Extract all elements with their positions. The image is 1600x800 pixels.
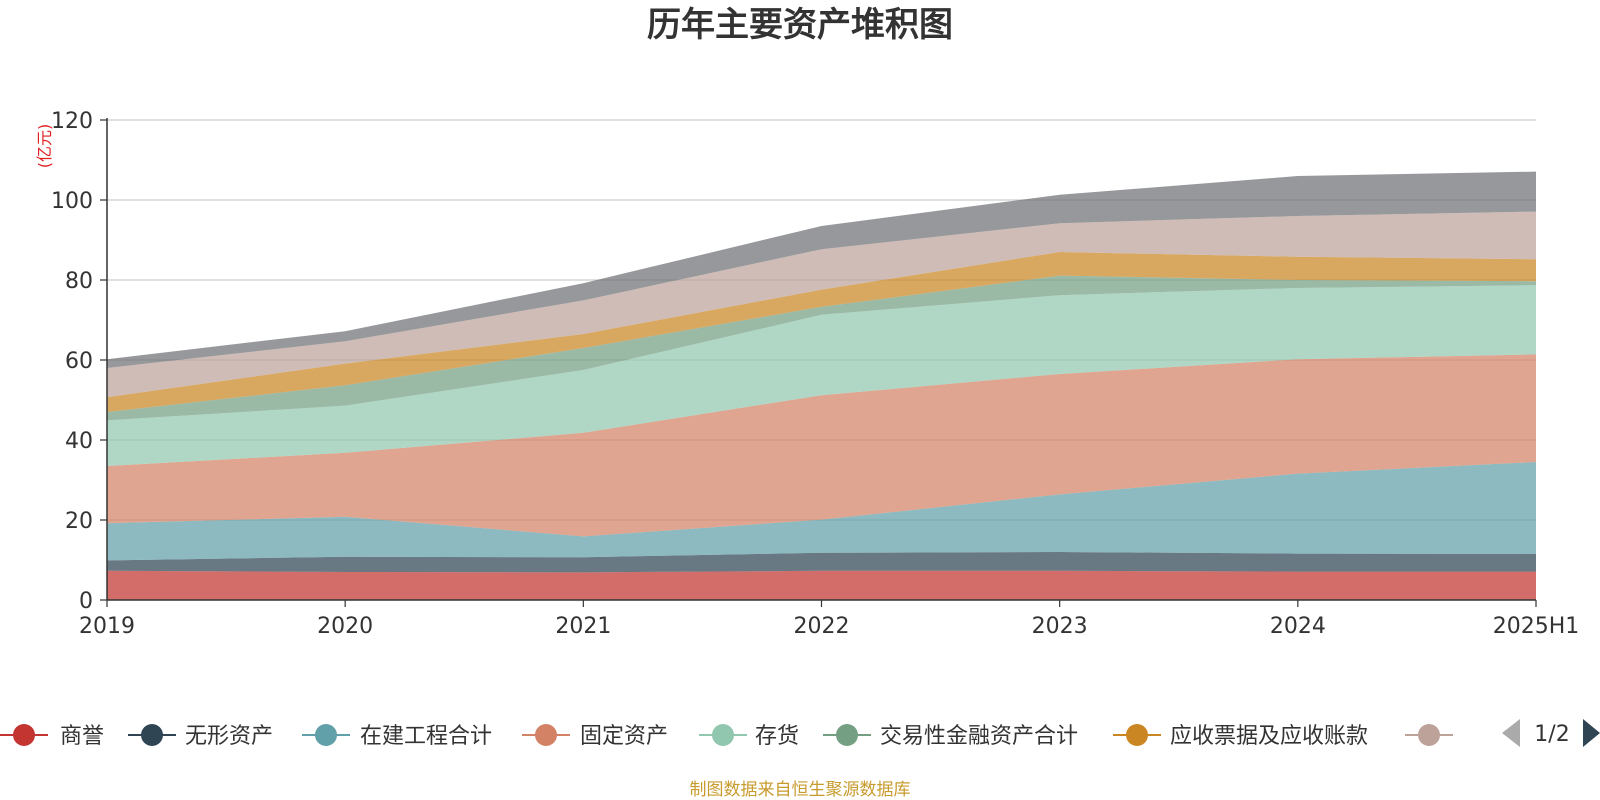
x-tick-label: 2020 — [317, 614, 373, 639]
y-tick-label: 0 — [79, 589, 93, 614]
x-tick-label: 2025H1 — [1493, 614, 1580, 639]
legend-item[interactable]: 在建工程合计 — [302, 724, 492, 749]
y-tick-label: 120 — [51, 109, 93, 134]
legend-marker — [1418, 724, 1440, 746]
legend-marker — [836, 724, 858, 746]
legend-label: 在建工程合计 — [360, 724, 492, 749]
x-tick-label: 2023 — [1032, 614, 1088, 639]
y-tick-label: 20 — [65, 509, 93, 534]
triangle-left-icon[interactable] — [1502, 719, 1520, 747]
legend-marker — [712, 724, 734, 746]
legend-label: 无形资产 — [185, 724, 273, 749]
y-tick-label: 40 — [65, 429, 93, 454]
area-series-4[interactable] — [107, 354, 1536, 537]
area-series-8[interactable] — [107, 211, 1536, 398]
area-series-2[interactable] — [107, 552, 1536, 573]
legend-item[interactable]: 固定资产 — [522, 724, 668, 749]
area-series-group — [107, 171, 1536, 600]
triangle-right-icon[interactable] — [1583, 719, 1600, 747]
y-unit-label: (亿元) — [35, 124, 54, 169]
legend-label: 交易性金融资产合计 — [880, 724, 1078, 749]
y-tick-label: 100 — [51, 189, 93, 214]
chart-title: 历年主要资产堆积图 — [647, 5, 953, 45]
y-tick-labels: 0 20 40 60 80 100 120 — [51, 109, 93, 614]
x-tick-labels: 2019 2020 2021 2022 2023 2024 2025H1 — [79, 600, 1579, 639]
legend-item[interactable] — [1405, 724, 1453, 746]
legend-marker — [535, 724, 557, 746]
x-tick-label: 2021 — [555, 614, 611, 639]
legend-label: 存货 — [755, 724, 799, 749]
legend-item[interactable]: 交易性金融资产合计 — [823, 724, 1078, 749]
legend-marker — [141, 724, 163, 746]
legend-pager: 1/2 — [1502, 719, 1600, 747]
area-series-1[interactable] — [107, 570, 1536, 600]
legend-item[interactable]: 存货 — [699, 724, 799, 749]
source-note: 制图数据来自恒生聚源数据库 — [690, 780, 911, 800]
legend-label: 商誉 — [60, 724, 104, 749]
area-series-5[interactable] — [107, 285, 1536, 466]
legend-item[interactable]: 无形资产 — [128, 724, 273, 749]
area-series-3[interactable] — [107, 462, 1536, 561]
legend-page-indicator: 1/2 — [1534, 722, 1569, 747]
x-tick-label: 2022 — [794, 614, 850, 639]
legend: 商誉 无形资产 在建工程合计 固定资产 存货 交易性金融资产合计 应收票据及应收账款 — [0, 724, 1453, 749]
area-series-7[interactable] — [107, 252, 1536, 412]
legend-item[interactable]: 应收票据及应收账款 — [1113, 724, 1368, 749]
legend-label: 应收票据及应收账款 — [1170, 724, 1368, 749]
area-series-9[interactable] — [107, 171, 1536, 368]
legend-label: 固定资产 — [580, 724, 668, 749]
x-tick-label: 2024 — [1270, 614, 1326, 639]
x-tick-label: 2019 — [79, 614, 135, 639]
legend-marker — [1126, 724, 1148, 746]
legend-marker — [13, 724, 35, 746]
legend-marker — [315, 724, 337, 746]
y-tick-label: 80 — [65, 269, 93, 294]
y-tick-label: 60 — [65, 349, 93, 374]
area-series-6[interactable] — [107, 275, 1536, 421]
legend-item[interactable]: 商誉 — [0, 724, 104, 749]
